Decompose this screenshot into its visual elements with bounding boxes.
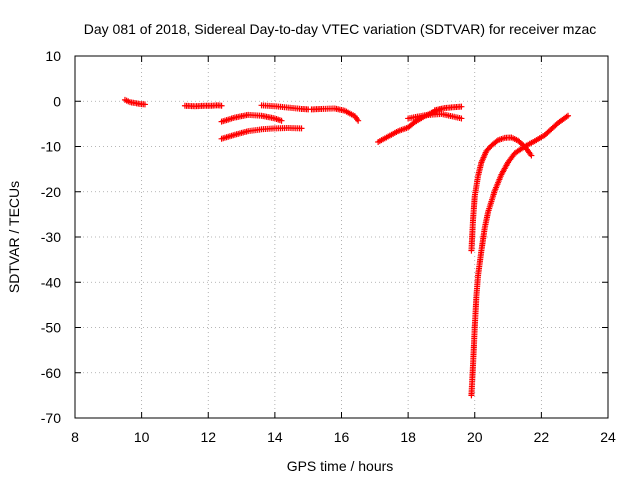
series-arc2 — [181, 102, 225, 110]
data-point — [218, 102, 225, 109]
data-point — [298, 125, 305, 132]
data-points — [121, 96, 572, 399]
y-tick-label: 0 — [53, 93, 61, 109]
data-point — [141, 101, 148, 108]
x-tick-label: 18 — [400, 429, 416, 445]
series-arc5 — [258, 102, 312, 113]
data-point — [565, 112, 572, 119]
y-tick-label: -20 — [41, 184, 61, 200]
y-tick-label: -50 — [41, 320, 61, 336]
axis-ticks: 8 10 12 14 16 18 20 22 24 10 0 -10 -20 -30 -40 -50 -60 -7… — [41, 48, 616, 445]
y-tick-label: -60 — [41, 365, 61, 381]
chart-title: Day 081 of 2018, Sidereal Day-to-day VTE… — [84, 21, 597, 37]
series-arc6 — [308, 105, 362, 124]
series-arc3 — [218, 111, 285, 125]
y-tick-label: -40 — [41, 274, 61, 290]
data-point — [458, 103, 465, 110]
x-tick-label: 8 — [71, 429, 79, 445]
x-axis-label: GPS time / hours — [287, 458, 394, 474]
y-axis-label: SDTVAR / TECUs — [6, 181, 22, 293]
series-arc1 — [121, 96, 148, 108]
y-tick-label: 10 — [45, 48, 61, 64]
x-tick-label: 16 — [334, 429, 350, 445]
data-point — [355, 117, 362, 124]
x-tick-label: 22 — [534, 429, 550, 445]
series-arc11 — [468, 112, 572, 399]
grid — [75, 56, 608, 418]
series-arc9 — [431, 103, 465, 114]
x-tick-label: 20 — [467, 429, 483, 445]
y-tick-label: -70 — [41, 410, 61, 426]
data-point — [458, 115, 465, 122]
y-tick-label: -30 — [41, 229, 61, 245]
x-tick-label: 12 — [200, 429, 216, 445]
series-arc8 — [405, 110, 465, 122]
series-arc10 — [468, 134, 535, 254]
x-tick-label: 14 — [267, 429, 283, 445]
x-tick-label: 24 — [600, 429, 616, 445]
y-tick-label: -10 — [41, 139, 61, 155]
data-point — [278, 117, 285, 124]
x-tick-label: 10 — [134, 429, 150, 445]
series-arc4 — [218, 124, 305, 142]
data-point — [528, 152, 535, 159]
